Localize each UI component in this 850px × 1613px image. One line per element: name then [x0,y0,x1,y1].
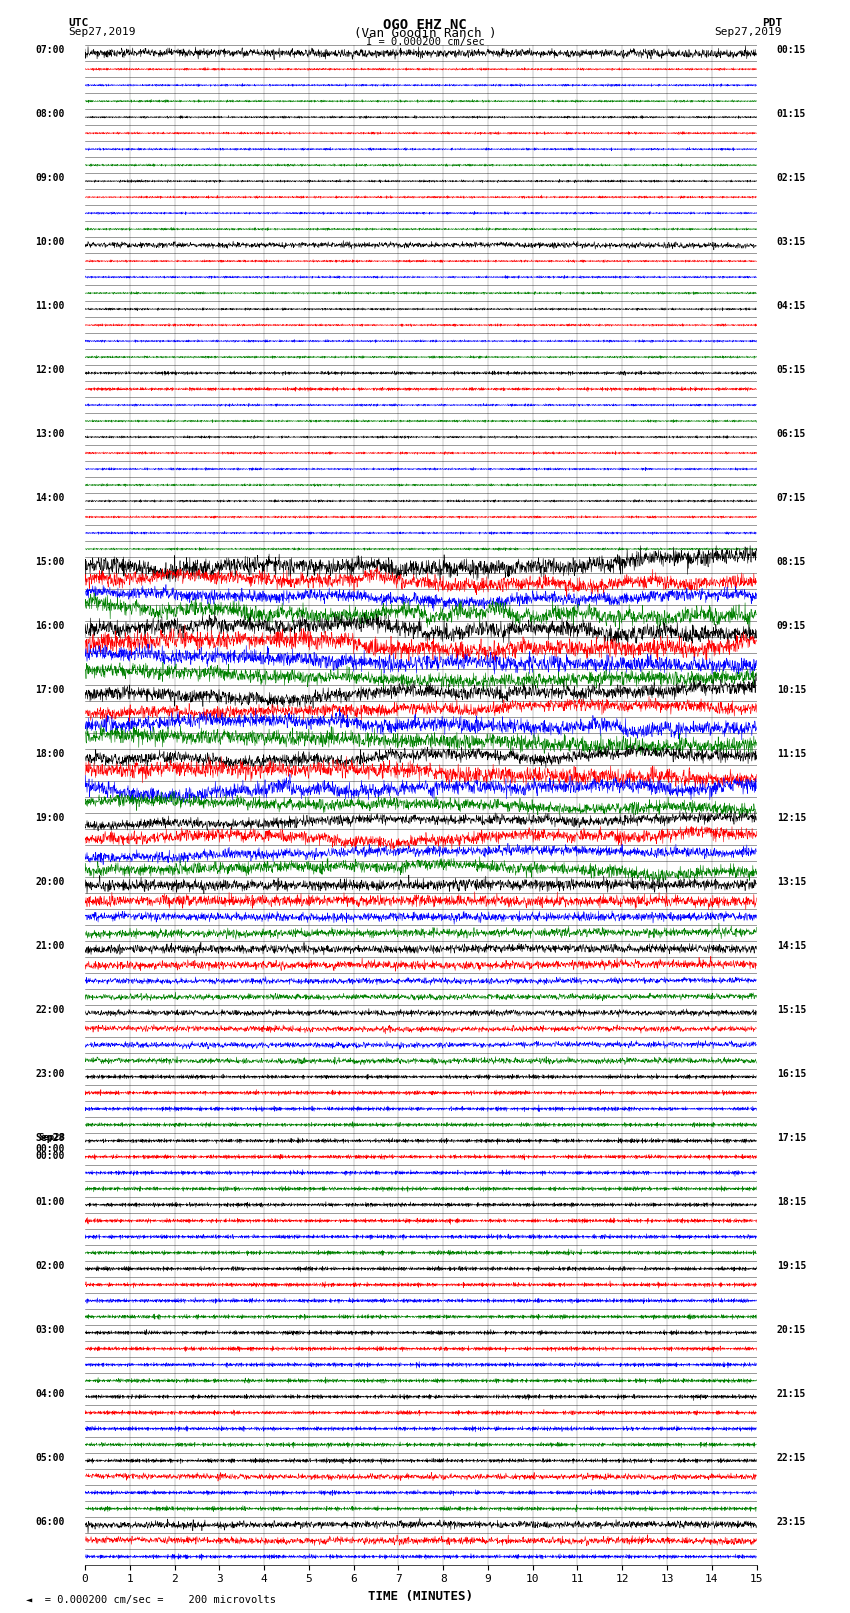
Text: 00:00: 00:00 [36,1152,65,1161]
Text: 20:15: 20:15 [777,1324,806,1334]
Text: 05:15: 05:15 [777,365,806,376]
Text: 10:00: 10:00 [36,237,65,247]
Text: 08:15: 08:15 [777,556,806,568]
Text: 05:00: 05:00 [36,1453,65,1463]
Text: 19:15: 19:15 [777,1261,806,1271]
Text: 21:00: 21:00 [36,940,65,950]
Text: 17:00: 17:00 [36,686,65,695]
Text: 09:15: 09:15 [777,621,806,631]
Text: PDT: PDT [762,18,782,27]
Text: 20:00: 20:00 [36,877,65,887]
Text: 13:00: 13:00 [36,429,65,439]
Text: 09:00: 09:00 [36,173,65,184]
Text: 12:00: 12:00 [36,365,65,376]
Text: 02:15: 02:15 [777,173,806,184]
Text: 22:00: 22:00 [36,1005,65,1015]
Text: 07:15: 07:15 [777,494,806,503]
Text: 19:00: 19:00 [36,813,65,823]
Text: 03:15: 03:15 [777,237,806,247]
Text: Sep28
00:00: Sep28 00:00 [36,1132,65,1155]
Text: UTC: UTC [68,18,88,27]
Text: 02:00: 02:00 [36,1261,65,1271]
Text: 13:15: 13:15 [777,877,806,887]
Text: 06:00: 06:00 [36,1516,65,1526]
Text: 12:15: 12:15 [777,813,806,823]
X-axis label: TIME (MINUTES): TIME (MINUTES) [368,1590,473,1603]
Text: 16:00: 16:00 [36,621,65,631]
Text: 15:00: 15:00 [36,556,65,568]
Text: 17:15: 17:15 [777,1132,806,1142]
Text: Sep27,2019: Sep27,2019 [715,27,782,37]
Text: 01:15: 01:15 [777,110,806,119]
Text: 18:00: 18:00 [36,748,65,758]
Text: Sep28: Sep28 [38,1132,65,1142]
Text: 04:00: 04:00 [36,1389,65,1398]
Text: Sep27,2019: Sep27,2019 [68,27,135,37]
Text: 15:15: 15:15 [777,1005,806,1015]
Text: (Van Goodin Ranch ): (Van Goodin Ranch ) [354,27,496,40]
Text: OGO EHZ NC: OGO EHZ NC [383,18,467,32]
Text: 08:00: 08:00 [36,110,65,119]
Text: 11:15: 11:15 [777,748,806,758]
Text: 14:15: 14:15 [777,940,806,950]
Text: 01:00: 01:00 [36,1197,65,1207]
Text: 10:15: 10:15 [777,686,806,695]
Text: 14:00: 14:00 [36,494,65,503]
Text: 11:00: 11:00 [36,302,65,311]
Text: 23:00: 23:00 [36,1069,65,1079]
Text: 18:15: 18:15 [777,1197,806,1207]
Text: 21:15: 21:15 [777,1389,806,1398]
Text: I = 0.000200 cm/sec: I = 0.000200 cm/sec [366,37,484,47]
Text: 23:15: 23:15 [777,1516,806,1526]
Text: 22:15: 22:15 [777,1453,806,1463]
Text: 06:15: 06:15 [777,429,806,439]
Text: 04:15: 04:15 [777,302,806,311]
Text: 00:15: 00:15 [777,45,806,55]
Text: 07:00: 07:00 [36,45,65,55]
Text: ◄  = 0.000200 cm/sec =    200 microvolts: ◄ = 0.000200 cm/sec = 200 microvolts [26,1595,275,1605]
Text: 16:15: 16:15 [777,1069,806,1079]
Text: 03:00: 03:00 [36,1324,65,1334]
